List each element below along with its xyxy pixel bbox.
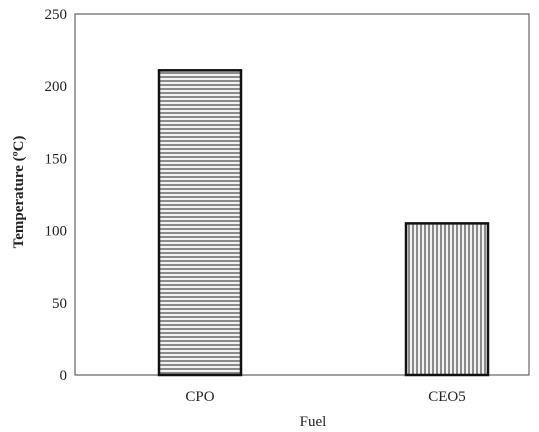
y-axis-ticks: 0 50 100 150 200 250 [45,7,68,384]
y-tick-label: 50 [52,296,67,312]
bar-cpo [157,69,243,377]
y-tick-label: 200 [45,79,68,95]
x-axis-ticks: CPO CEO5 [185,389,465,405]
y-axis-title: Temperature (ºC) [11,136,27,249]
y-tick-label: 250 [45,7,68,23]
x-tick-label: CPO [185,389,214,405]
bars [157,69,490,377]
x-axis-title: Fuel [300,414,327,430]
y-tick-label: 0 [60,368,68,384]
y-tick-label: 150 [45,151,68,167]
y-tick-label: 100 [45,224,68,240]
x-tick-label: CEO5 [428,389,466,405]
bar-ceo5 [404,222,490,377]
plot-frame [74,13,530,376]
